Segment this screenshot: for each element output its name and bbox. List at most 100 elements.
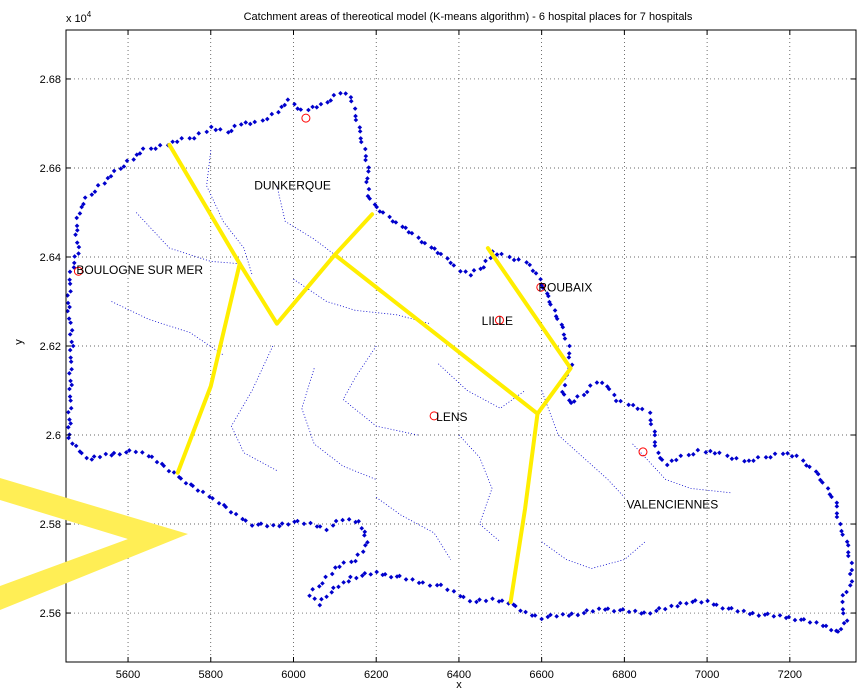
- boundary-marker: [427, 583, 433, 588]
- catchment-line: [508, 411, 540, 604]
- boundary-marker: [75, 227, 80, 233]
- place-label: DUNKERQUE: [254, 178, 331, 192]
- boundary-marker: [329, 589, 335, 595]
- boundary-marker: [216, 500, 222, 506]
- boundary-marker: [561, 332, 567, 337]
- boundary-marker: [786, 614, 792, 620]
- place-label: VALENCIENNES: [626, 497, 718, 511]
- boundary-marker: [539, 616, 544, 622]
- boundary-marker: [434, 582, 440, 588]
- boundary-marker: [742, 458, 747, 464]
- boundary-marker: [92, 189, 98, 195]
- hospital-marker: [494, 315, 504, 325]
- internal-border-line: [293, 278, 431, 325]
- boundary-marker: [840, 599, 845, 605]
- boundary-marker: [217, 127, 223, 132]
- internal-border-line: [136, 212, 240, 265]
- boundary-marker: [213, 127, 219, 133]
- boundary-marker: [538, 276, 543, 282]
- boundary-marker: [416, 235, 421, 240]
- boundary-marker: [527, 262, 533, 268]
- boundary-marker: [606, 386, 612, 392]
- boundary-marker: [474, 599, 479, 605]
- boundary-marker: [74, 215, 80, 221]
- boundary-marker: [137, 151, 143, 156]
- boundary-marker: [320, 581, 325, 586]
- x-tick-label: 6000: [281, 669, 305, 681]
- boundary-marker: [451, 588, 457, 594]
- internal-border-line: [276, 185, 336, 256]
- boundary-marker: [319, 596, 324, 602]
- boundary-marker: [422, 240, 428, 246]
- boundary-marker: [67, 371, 72, 376]
- y-axis-label: y: [13, 339, 25, 345]
- boundary-marker: [308, 520, 313, 526]
- boundary-marker: [174, 139, 180, 145]
- boundary-marker: [103, 451, 109, 457]
- boundary-marker: [71, 265, 77, 270]
- boundary-marker: [352, 106, 358, 111]
- hospital-marker: [429, 411, 439, 421]
- boundary-marker: [400, 224, 405, 230]
- boundary-marker: [229, 128, 234, 134]
- internal-border-line: [301, 368, 377, 480]
- boundary-marker: [68, 359, 74, 364]
- boundary-marker: [166, 468, 172, 474]
- boundary-marker: [612, 392, 617, 398]
- boundary-marker: [362, 529, 368, 535]
- boundary-marker: [89, 192, 95, 197]
- boundary-marker: [356, 519, 361, 524]
- boundary-marker: [596, 606, 602, 612]
- boundary-marker: [648, 421, 654, 427]
- boundary-marker: [70, 441, 75, 446]
- boundary-marker: [656, 450, 661, 456]
- boundary-marker: [76, 251, 81, 256]
- boundary-marker: [331, 92, 337, 98]
- boundary-marker: [845, 542, 851, 548]
- boundary-marker: [68, 398, 73, 403]
- boundary-marker: [387, 214, 392, 220]
- boundary-marker: [357, 129, 363, 134]
- boundary-marker: [154, 459, 160, 465]
- boundary-marker: [121, 164, 127, 169]
- boundary-marker: [252, 119, 258, 125]
- boundary-marker: [243, 518, 248, 523]
- boundary-marker: [652, 439, 658, 445]
- y-tick-label: 2.56: [40, 608, 61, 620]
- boundary-marker: [67, 386, 72, 392]
- boundary-marker: [362, 533, 367, 538]
- boundary-marker: [148, 146, 154, 151]
- boundary-marker: [301, 521, 307, 527]
- boundary-marker: [639, 406, 645, 412]
- boundary-marker: [673, 457, 679, 463]
- hospital-marker: [73, 266, 83, 276]
- boundary-marker: [397, 573, 402, 579]
- boundary-marker: [310, 104, 315, 110]
- boundary-marker: [420, 580, 426, 585]
- boundary-marker: [74, 240, 80, 245]
- x-tick-label: 7000: [695, 669, 719, 681]
- boundary-marker: [66, 424, 71, 430]
- boundary-marker: [844, 618, 850, 624]
- boundary-marker: [530, 268, 536, 274]
- boundary-marker: [355, 552, 360, 557]
- boundary-marker: [834, 514, 840, 520]
- boundary-marker: [282, 102, 288, 108]
- hospital-marker: [301, 113, 311, 123]
- boundary-marker: [69, 366, 74, 372]
- boundary-marker: [243, 120, 249, 125]
- boundary-marker: [575, 612, 581, 618]
- boundary-marker: [849, 567, 855, 573]
- boundary-marker: [735, 609, 740, 614]
- boundary-marker: [238, 122, 244, 127]
- boundary-marker: [524, 260, 529, 265]
- boundary-marker: [382, 571, 388, 577]
- boundary-marker: [306, 107, 311, 113]
- boundary-marker: [552, 308, 558, 313]
- boundary-marker: [684, 601, 689, 606]
- boundary-marker: [656, 605, 662, 611]
- boundary-marker: [813, 469, 819, 474]
- internal-borders: [111, 150, 732, 569]
- boundary-marker: [458, 269, 463, 274]
